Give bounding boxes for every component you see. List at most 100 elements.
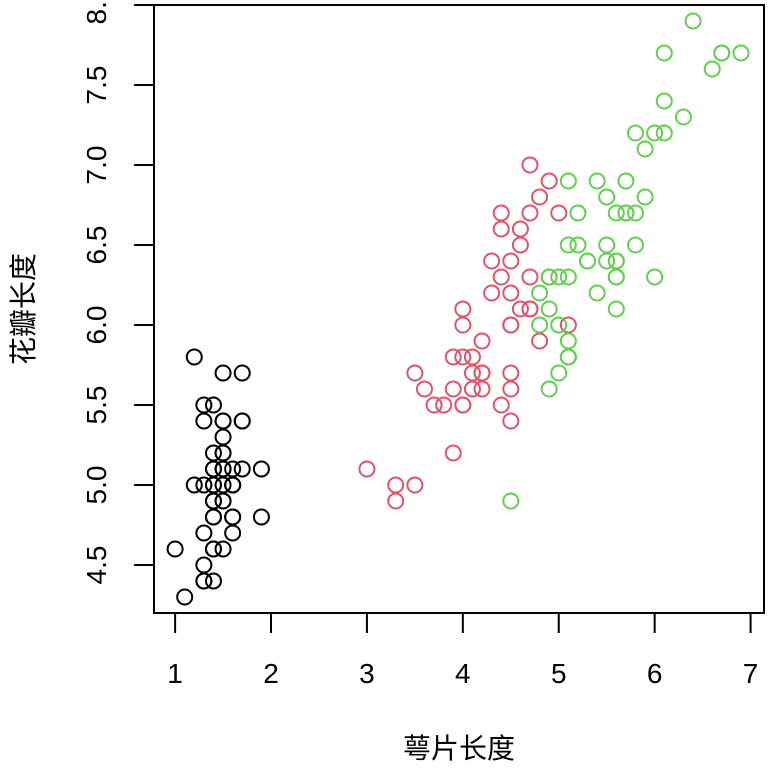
data-point bbox=[674, 108, 692, 126]
series-3 bbox=[502, 12, 750, 510]
data-point bbox=[559, 348, 577, 366]
data-point bbox=[502, 364, 520, 382]
data-point bbox=[166, 540, 184, 558]
data-point bbox=[454, 396, 472, 414]
data-point bbox=[626, 124, 644, 142]
data-point bbox=[214, 444, 232, 462]
data-point bbox=[540, 268, 558, 286]
data-point bbox=[521, 268, 539, 286]
data-point bbox=[559, 172, 577, 190]
y-tick-label: 7.5 bbox=[81, 66, 112, 105]
data-point bbox=[473, 364, 491, 382]
data-point bbox=[444, 380, 462, 398]
data-point bbox=[502, 252, 520, 270]
data-point bbox=[358, 460, 376, 478]
data-point bbox=[607, 268, 625, 286]
data-point bbox=[569, 204, 587, 222]
data-point bbox=[435, 396, 453, 414]
y-tick-label: 4.5 bbox=[81, 546, 112, 585]
series-1 bbox=[166, 348, 270, 606]
data-point bbox=[511, 300, 529, 318]
data-point bbox=[511, 220, 529, 238]
data-point bbox=[607, 204, 625, 222]
data-point bbox=[252, 460, 270, 478]
data-point bbox=[732, 44, 750, 62]
data-point bbox=[579, 252, 597, 270]
data-point bbox=[204, 508, 222, 526]
data-point bbox=[195, 556, 213, 574]
data-point bbox=[598, 236, 616, 254]
data-point bbox=[195, 572, 213, 590]
data-point bbox=[502, 380, 520, 398]
data-point bbox=[204, 444, 222, 462]
data-point bbox=[473, 332, 491, 350]
data-point bbox=[540, 300, 558, 318]
x-tick-label: 7 bbox=[743, 658, 759, 689]
data-point bbox=[233, 460, 251, 478]
data-point bbox=[224, 460, 242, 478]
data-point bbox=[463, 364, 481, 382]
x-axis-label: 萼片长度 bbox=[403, 733, 515, 764]
data-point bbox=[406, 364, 424, 382]
x-axis: 1 2 3 4 5 6 7 bbox=[167, 612, 759, 689]
data-point bbox=[521, 156, 539, 174]
data-point bbox=[626, 204, 644, 222]
data-point bbox=[444, 444, 462, 462]
data-point bbox=[454, 316, 472, 334]
series-2 bbox=[358, 156, 577, 510]
data-point bbox=[195, 524, 213, 542]
y-tick-label: 5.5 bbox=[81, 386, 112, 425]
data-point bbox=[646, 268, 664, 286]
data-point bbox=[415, 380, 433, 398]
x-tick-label: 1 bbox=[167, 658, 183, 689]
data-point bbox=[550, 268, 568, 286]
data-point bbox=[492, 204, 510, 222]
data-point bbox=[204, 492, 222, 510]
data-point bbox=[195, 396, 213, 414]
y-axis-label: 花瓣长度 bbox=[8, 253, 39, 365]
data-point bbox=[224, 524, 242, 542]
data-point bbox=[569, 236, 587, 254]
data-point bbox=[540, 172, 558, 190]
data-point bbox=[626, 236, 644, 254]
data-point bbox=[550, 316, 568, 334]
data-point bbox=[473, 380, 491, 398]
data-point bbox=[214, 364, 232, 382]
x-tick-label: 5 bbox=[551, 658, 567, 689]
data-point bbox=[483, 284, 501, 302]
data-point bbox=[540, 380, 558, 398]
data-point bbox=[233, 412, 251, 430]
y-tick-label: 5.0 bbox=[81, 466, 112, 505]
data-point bbox=[588, 172, 606, 190]
data-point bbox=[454, 348, 472, 366]
data-point bbox=[607, 300, 625, 318]
y-tick-label: 6.0 bbox=[81, 306, 112, 345]
data-point bbox=[559, 332, 577, 350]
data-point bbox=[646, 124, 664, 142]
data-point bbox=[444, 348, 462, 366]
data-point bbox=[387, 476, 405, 494]
data-point bbox=[224, 508, 242, 526]
data-point bbox=[406, 476, 424, 494]
data-point bbox=[185, 348, 203, 366]
data-point bbox=[387, 492, 405, 510]
data-point bbox=[588, 284, 606, 302]
x-tick-label: 4 bbox=[455, 658, 471, 689]
y-tick-label: 7.0 bbox=[81, 146, 112, 185]
data-point bbox=[713, 44, 731, 62]
data-point bbox=[559, 268, 577, 286]
data-point bbox=[655, 124, 673, 142]
data-point bbox=[492, 220, 510, 238]
data-point bbox=[511, 236, 529, 254]
data-point bbox=[224, 476, 242, 494]
data-point bbox=[176, 588, 194, 606]
data-point bbox=[531, 284, 549, 302]
data-point bbox=[617, 204, 635, 222]
data-point bbox=[550, 204, 568, 222]
data-point bbox=[492, 396, 510, 414]
y-tick-label: 6.5 bbox=[81, 226, 112, 265]
data-point bbox=[655, 92, 673, 110]
data-point bbox=[483, 252, 501, 270]
data-point bbox=[531, 316, 549, 334]
data-point bbox=[598, 188, 616, 206]
